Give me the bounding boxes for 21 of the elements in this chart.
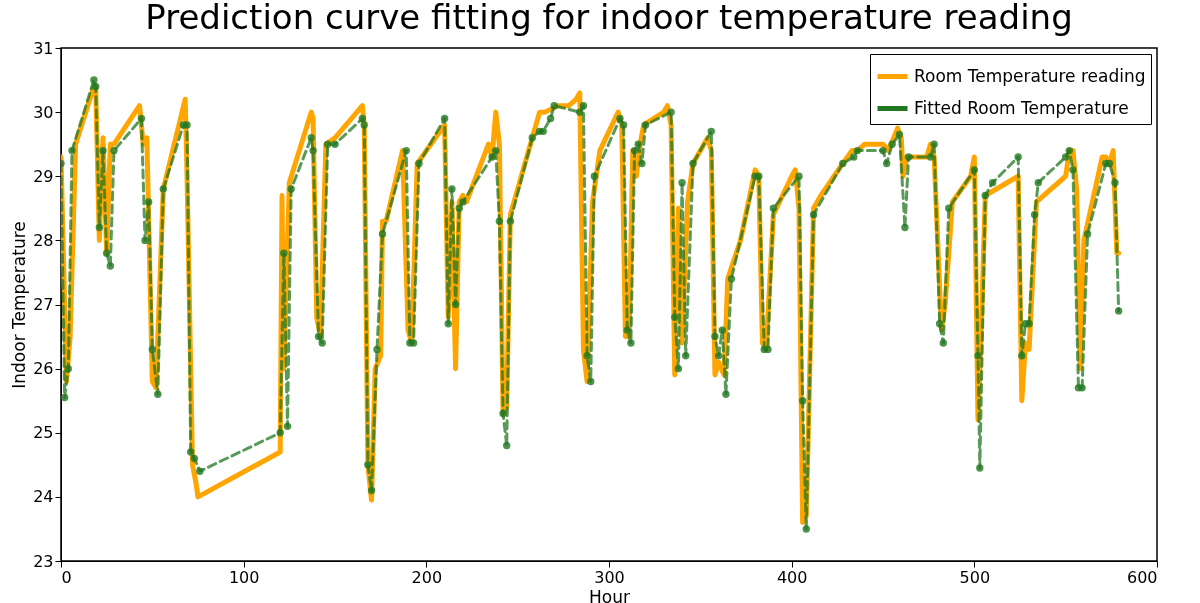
x-tick-label: 100 [228,567,260,587]
x-tick-label: 500 [959,567,991,587]
legend-label: Fitted Room Temperature [914,97,1129,118]
y-tick-label: 25 [33,423,54,443]
y-tick-label: 24 [33,487,54,507]
y-axis-title: Indoor Temperature [9,221,30,389]
legend-label: Room Temperature reading [914,65,1146,86]
x-tick-label: 400 [776,567,808,587]
y-tick-label: 28 [33,230,54,250]
chart-title: Prediction curve fitting for indoor temperature reading [145,0,1073,37]
x-axis-title: Hour [589,586,630,603]
y-tick-label: 27 [33,295,54,314]
x-tick-label: 0 [61,567,72,587]
y-tick-label: 30 [33,102,54,122]
y-tick-label: 31 [33,38,54,58]
y-tick-label: 23 [33,551,54,571]
x-tick-label: 300 [594,567,625,587]
x-tick-label: 600 [1126,567,1158,587]
y-tick-label: 26 [33,359,54,379]
y-tick-label: 29 [33,166,54,186]
x-tick-label: 200 [411,567,443,587]
